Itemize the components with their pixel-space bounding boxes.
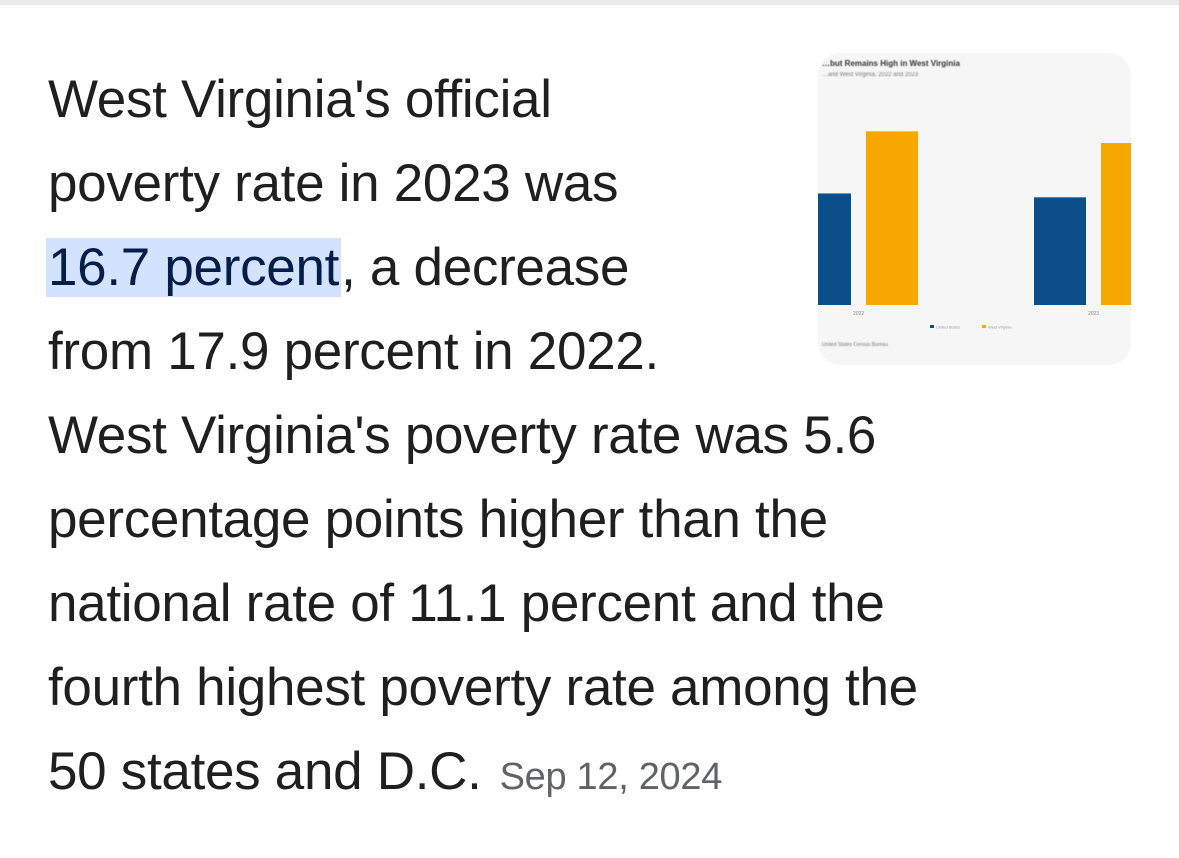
snippet-line-1: West Virginia's official: [48, 70, 552, 129]
thumbnail-title: …but Remains High in West Virginia: [822, 59, 960, 68]
snippet-line-9: 50 states and D.C. Sep 12, 2024: [48, 730, 1138, 814]
featured-snippet-text: West Virginia's official poverty rate in…: [46, 58, 1138, 814]
snippet-line-8: fourth highest poverty rate among the: [48, 658, 918, 717]
legend-label-1: West Virginia: [988, 325, 1012, 330]
legend-swatch-0: [930, 325, 934, 328]
chart-thumbnail[interactable]: …but Remains High in West Virginia …and …: [818, 53, 1131, 365]
thumbnail-subtitle: …and West Virginia, 2022 and 2023: [822, 72, 919, 78]
tick-label-2023: 2023: [1088, 311, 1099, 317]
thumbnail-source: United States Census Bureau: [822, 342, 888, 348]
bar-west-virginia-2023: [1101, 143, 1131, 305]
top-divider: [0, 0, 1179, 5]
snippet-line-2: poverty rate in 2023 was: [48, 154, 619, 213]
highlighted-answer: 16.7 percent: [46, 238, 342, 297]
snippet-line-9-text: 50 states and D.C.: [48, 742, 482, 801]
snippet-line-3-rest: , a decrease: [341, 238, 630, 297]
thumbnail-bar-chart: 2022 2023 United States West Virginia: [818, 131, 1131, 330]
tick-label-2022: 2022: [853, 311, 864, 317]
snippet-date: Sep 12, 2024: [499, 756, 723, 798]
snippet-line-6: percentage points higher than the: [48, 490, 828, 549]
bar-united-states-2022: [818, 193, 851, 305]
bar-united-states-2023: [1034, 197, 1086, 305]
snippet-line-4: from 17.9 percent in 2022.: [48, 322, 659, 381]
legend-label-0: United States: [936, 325, 960, 330]
snippet-line-3: 16.7 percent, a decrease: [46, 226, 1138, 310]
bar-west-virginia-2022: [866, 131, 918, 305]
legend-swatch-1: [982, 325, 986, 328]
snippet-line-7: national rate of 11.1 percent and the: [48, 574, 885, 633]
snippet-line-5: West Virginia's poverty rate was 5.6: [48, 406, 877, 465]
